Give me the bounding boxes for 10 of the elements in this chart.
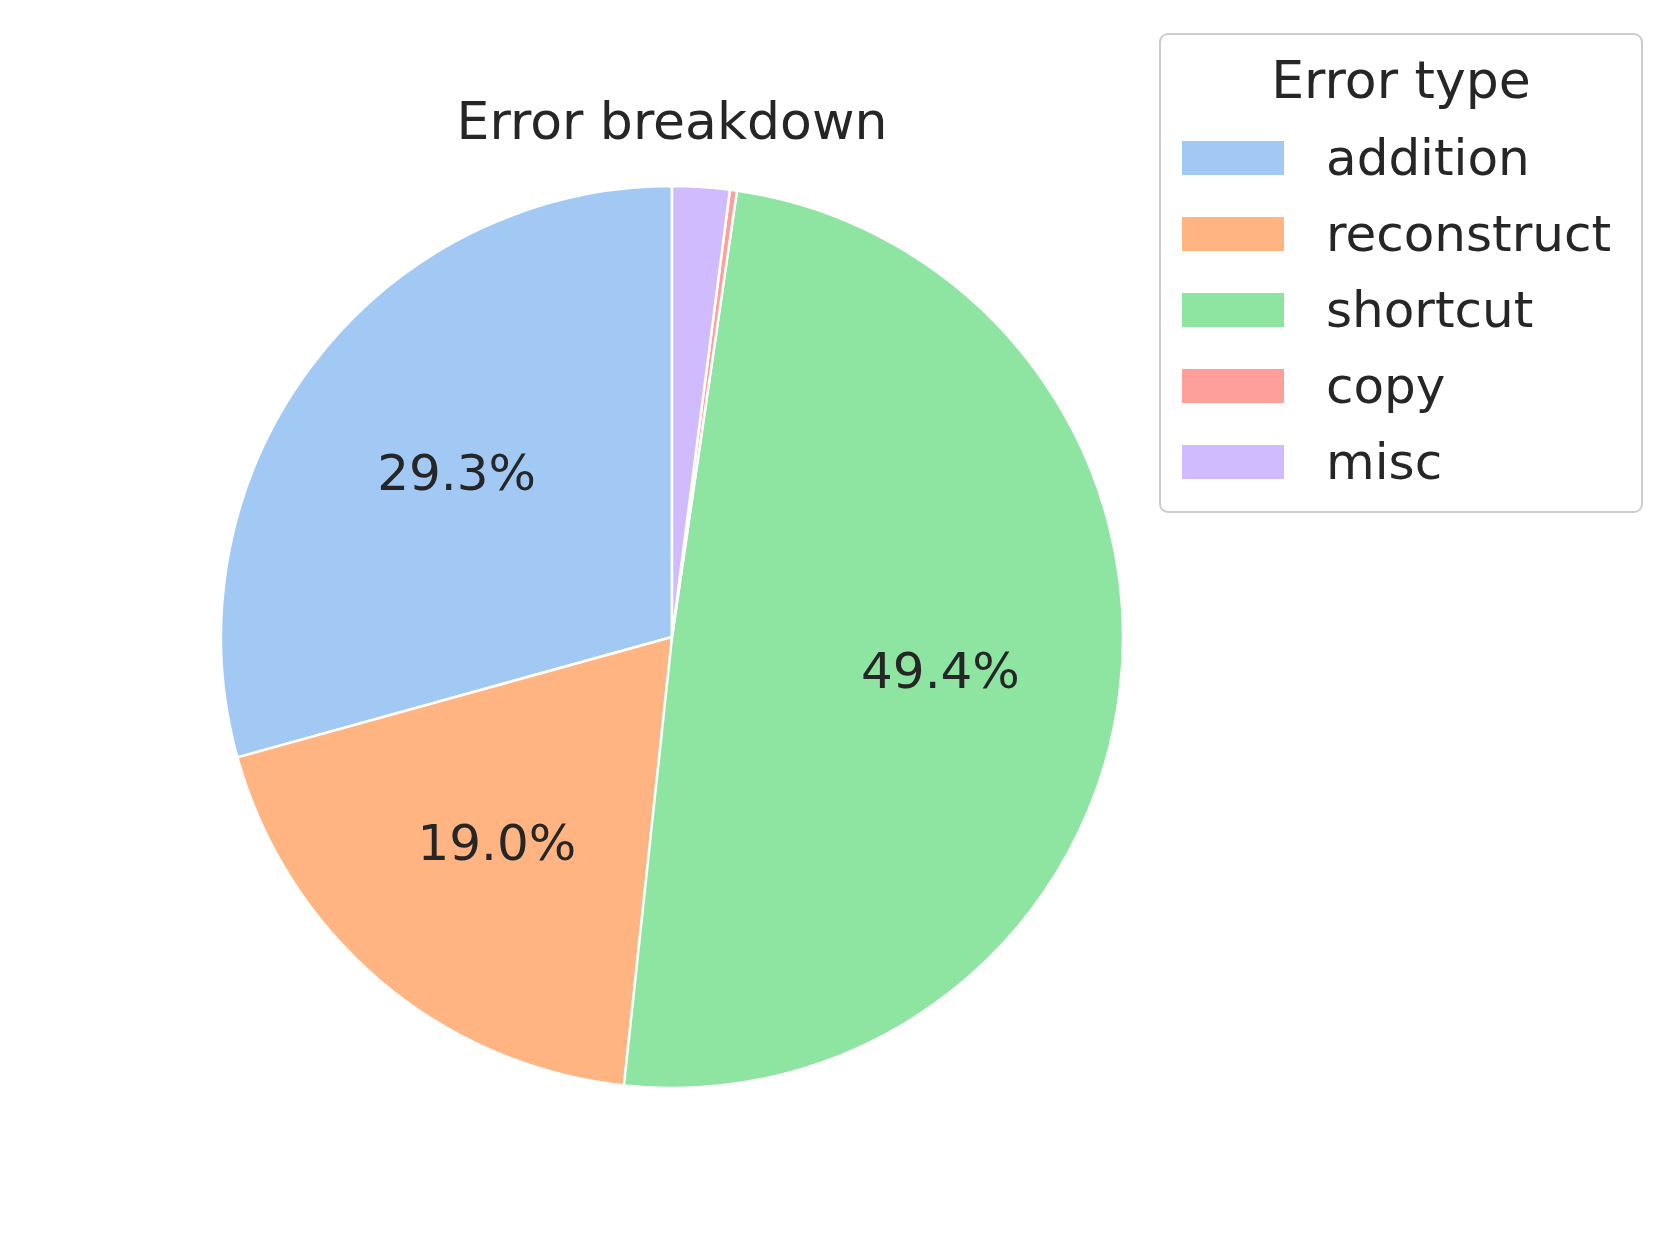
legend-label: misc (1326, 433, 1443, 491)
legend-label: reconstruct (1326, 205, 1611, 263)
legend-label: shortcut (1326, 281, 1534, 339)
data-label: 19.0% (417, 814, 577, 873)
data-label: 49.4% (861, 641, 1020, 700)
data-label: 29.3% (377, 444, 537, 503)
legend-title: Error type (1271, 50, 1531, 110)
legend-label: copy (1326, 357, 1446, 415)
legend-label: addition (1326, 129, 1530, 187)
text: Error breakdown (456, 91, 888, 151)
